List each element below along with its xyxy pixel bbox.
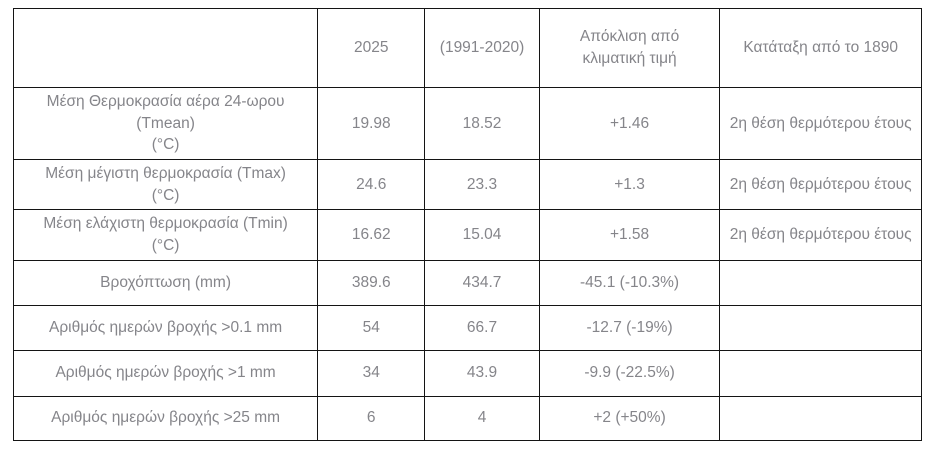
deviation-cell: +1.58 [538, 209, 721, 261]
row-label-cell: Μέση μέγιστη θερμοκρασία (Tmax) (°C) [12, 159, 319, 211]
ranking-cell [719, 349, 922, 397]
value-2025-cell: 24.6 [317, 159, 426, 211]
climatic-value-cell: 43.9 [424, 349, 540, 397]
ranking-cell: 2η θέση θερμότερου έτους [719, 86, 922, 161]
table-row-tmean: Μέση Θερμοκρασία αέρα 24-ωρου (Tmean) (°… [12, 86, 922, 161]
deviation-cell: -12.7 (-19%) [538, 304, 721, 351]
row-label-cell: Βροχόπτωση (mm) [12, 259, 319, 306]
header-row: 2025 (1991-2020) Απόκλιση από κλιματική … [12, 8, 922, 88]
climatic-value-cell: 18.52 [424, 86, 540, 161]
header-cell-climatic-period: (1991-2020) [424, 8, 540, 88]
row-label-cell: Μέση ελάχιστη θερμοκρασία (Tmin) (°C) [12, 209, 319, 261]
deviation-cell: +2 (+50%) [538, 395, 721, 441]
row-label-cell: Αριθμός ημερών βροχής >25 mm [12, 395, 319, 441]
climatic-value-cell: 15.04 [424, 209, 540, 261]
ranking-cell [719, 304, 922, 351]
deviation-cell: -45.1 (-10.3%) [538, 259, 721, 306]
row-label-cell: Αριθμός ημερών βροχής >0.1 mm [12, 304, 319, 351]
deviation-cell: +1.3 [538, 159, 721, 211]
row-label-cell: Αριθμός ημερών βροχής >1 mm [12, 349, 319, 397]
value-2025-cell: 34 [317, 349, 426, 397]
header-cell-deviation: Απόκλιση από κλιματική τιμή [538, 8, 721, 88]
ranking-cell: 2η θέση θερμότερου έτους [719, 159, 922, 211]
header-cell-ranking: Κατάταξη από το 1890 [719, 8, 922, 88]
value-2025-cell: 19.98 [317, 86, 426, 161]
header-cell-2025: 2025 [317, 8, 426, 88]
table-row-tmin: Μέση ελάχιστη θερμοκρασία (Tmin) (°C) 16… [12, 209, 922, 261]
ranking-cell [719, 259, 922, 306]
deviation-cell: -9.9 (-22.5%) [538, 349, 721, 397]
climate-summary-table: 2025 (1991-2020) Απόκλιση από κλιματική … [12, 8, 922, 441]
ranking-cell [719, 395, 922, 441]
ranking-cell: 2η θέση θερμότερου έτους [719, 209, 922, 261]
table-row-tmax: Μέση μέγιστη θερμοκρασία (Tmax) (°C) 24.… [12, 159, 922, 211]
deviation-cell: +1.46 [538, 86, 721, 161]
value-2025-cell: 16.62 [317, 209, 426, 261]
table-row-precipitation: Βροχόπτωση (mm) 389.6 434.7 -45.1 (-10.3… [12, 259, 922, 306]
value-2025-cell: 54 [317, 304, 426, 351]
climatic-value-cell: 434.7 [424, 259, 540, 306]
row-label-cell: Μέση Θερμοκρασία αέρα 24-ωρου (Tmean) (°… [12, 86, 319, 161]
table-row-rain-days-1mm: Αριθμός ημερών βροχής >1 mm 34 43.9 -9.9… [12, 349, 922, 397]
value-2025-cell: 389.6 [317, 259, 426, 306]
table-row-rain-days-0-1mm: Αριθμός ημερών βροχής >0.1 mm 54 66.7 -1… [12, 304, 922, 351]
climatic-value-cell: 66.7 [424, 304, 540, 351]
table-row-rain-days-25mm: Αριθμός ημερών βροχής >25 mm 6 4 +2 (+50… [12, 395, 922, 441]
climatic-value-cell: 23.3 [424, 159, 540, 211]
header-cell-metric [12, 8, 319, 88]
value-2025-cell: 6 [317, 395, 426, 441]
climatic-value-cell: 4 [424, 395, 540, 441]
